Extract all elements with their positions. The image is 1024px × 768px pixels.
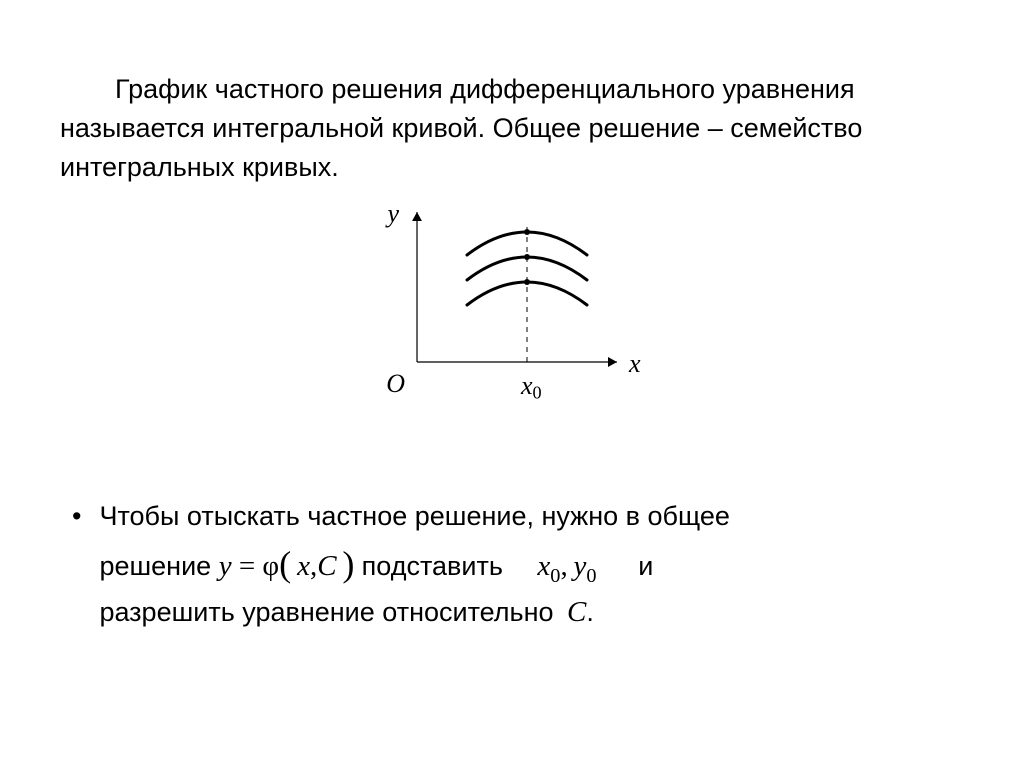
slide: График частного решения дифференциальног…	[0, 0, 1024, 768]
bullet-line2a: решение	[99, 551, 218, 581]
diagram-svg: y x Ox0	[362, 197, 662, 402]
svg-text:x0: x0	[520, 371, 542, 402]
constant-C: C	[567, 596, 586, 628]
svg-text:y: y	[384, 199, 399, 228]
bullet-text: Чтобы отыскать частное решение, нужно в …	[99, 497, 964, 632]
bullet-block: • Чтобы отыскать частное решение, нужно …	[60, 497, 964, 632]
bullet-line3a: разрешить уравнение относительно	[99, 597, 567, 627]
integral-curves-diagram: y x Ox0	[362, 197, 662, 407]
intro-paragraph: График частного решения дифференциальног…	[60, 70, 964, 187]
bullet-line2b: подставить	[362, 551, 538, 581]
bullet-line1: Чтобы отыскать частное решение, нужно в …	[99, 501, 730, 531]
bullet-line2c: и	[604, 551, 654, 581]
intro-text: График частного решения дифференциальног…	[60, 74, 862, 182]
x0-y0: x0, y0	[537, 550, 603, 582]
bullet-period: .	[586, 597, 594, 627]
svg-text:O: O	[386, 369, 405, 398]
formula-y-eq-phi: y = φ( x,C )	[219, 550, 362, 582]
svg-text:x: x	[628, 349, 641, 378]
bullet-marker: •	[72, 497, 81, 536]
diagram-container: y x Ox0	[60, 197, 964, 407]
